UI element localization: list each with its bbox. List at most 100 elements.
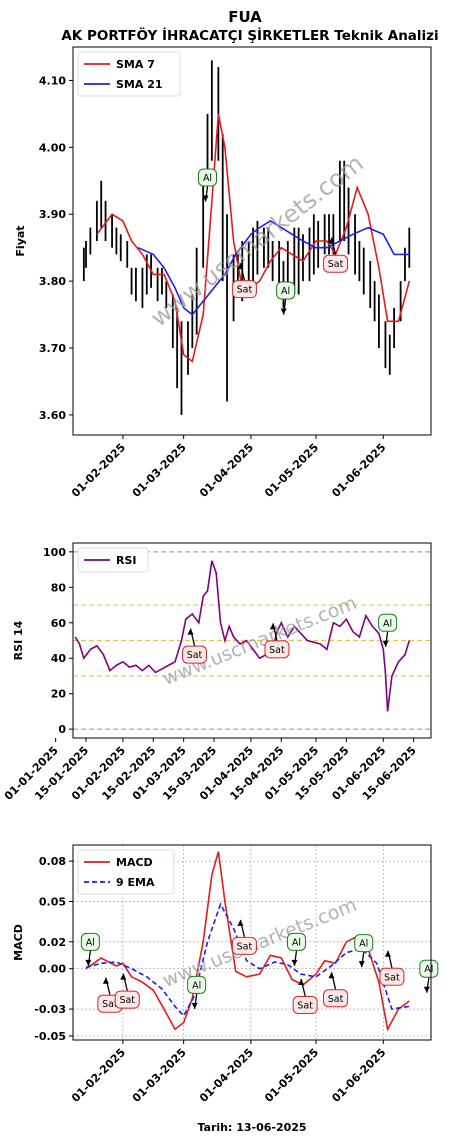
sell-signal-badge (231, 936, 257, 955)
buy-signal-badge (286, 932, 306, 951)
signal-label: Al (383, 618, 392, 629)
signal-arrowhead (191, 1002, 198, 1009)
signal-arrowhead (382, 640, 389, 647)
signal-label: Sat (237, 941, 253, 952)
legend-frame (77, 547, 149, 573)
signal-label: Sat (269, 645, 285, 656)
sell-signal-badge (323, 254, 349, 273)
buy-signal-badge (198, 168, 218, 187)
sell-signal-badge (323, 989, 349, 1008)
signal-label: Sat (237, 285, 253, 296)
x-tick-label: 01-02-2025 (69, 1046, 128, 1105)
signal-label: Sat (102, 999, 118, 1010)
macd-axes-frame (72, 844, 432, 1041)
x-tick-label: 01-05-2025 (262, 1046, 321, 1105)
signal-arrowhead (269, 623, 276, 630)
series-line-rsi (74, 560, 411, 712)
signal-label: Al (192, 980, 201, 991)
signal-arrowhead (328, 972, 335, 979)
y-tick-label: -0.03 (34, 1003, 66, 1016)
y-tick-label: 80 (51, 581, 67, 594)
sell-signal-badge (231, 280, 257, 299)
y-tick-label: 40 (51, 652, 67, 665)
signal-arrowhead (423, 986, 430, 993)
signal-arrowhead (328, 237, 335, 244)
y-tick-label: 60 (51, 617, 67, 630)
y-tick-label: 3.70 (39, 342, 66, 355)
signal-label: Sat (328, 259, 344, 270)
x-tick-label: 15-06-2025 (360, 744, 419, 803)
y-tick-label: 0.02 (39, 936, 66, 949)
signal-arrowhead (291, 959, 298, 966)
sell-signal-badge (292, 996, 318, 1015)
x-tick-label: 01-03-2025 (130, 441, 189, 500)
x-tick-label: 01-04-2025 (197, 441, 256, 500)
y-tick-label: 4.10 (39, 74, 66, 87)
date-label: Tarih: 13-06-2025 (197, 1121, 306, 1134)
y-tick-label: 3.80 (39, 275, 66, 288)
legend-frame (77, 51, 181, 97)
legend-entry: 9 EMA (116, 876, 155, 889)
y-tick-label: 0.05 (39, 895, 66, 908)
y-tick-label: 3.90 (39, 208, 66, 221)
x-tick-label: 01-03-2025 (130, 1046, 189, 1105)
legend-entry: MACD (116, 856, 153, 869)
ticker-title: FUA (228, 8, 262, 26)
x-tick-label: 01-02-2025 (69, 441, 128, 500)
signal-label: Sat (119, 995, 135, 1006)
legend-entry: RSI (116, 554, 137, 567)
sell-signal-badge (264, 640, 290, 659)
y-tick-label: 0.08 (39, 855, 66, 868)
buy-signal-badge (378, 613, 398, 632)
signal-label: Sat (384, 972, 400, 983)
signal-label: Al (281, 286, 290, 297)
signal-arrowhead (384, 950, 391, 957)
signal-label: Al (86, 937, 95, 948)
x-tick-label: 01-05-2025 (262, 441, 321, 500)
signal-label: Al (292, 937, 301, 948)
signal-arrowhead (202, 195, 209, 202)
signal-label: Al (359, 939, 368, 950)
y-tick-label: 0 (58, 723, 66, 736)
legend-frame (77, 849, 175, 895)
y-tick-label: 3.60 (39, 409, 66, 422)
signal-arrowhead (120, 973, 127, 980)
signal-label: Al (203, 173, 212, 184)
x-tick-label: 01-06-2025 (329, 1046, 388, 1105)
buy-signal-badge (276, 281, 296, 300)
legend: RSI (77, 547, 149, 573)
x-tick-label: 01-04-2025 (197, 1046, 256, 1105)
signal-label: Al (424, 964, 433, 975)
y-axis-label: RSI 14 (12, 620, 25, 660)
legend: SMA 7 SMA 21 (77, 51, 181, 97)
chart-title: AK PORTFÖY İHRACATÇI ŞİRKETLER Teknik An… (61, 26, 438, 44)
legend: MACD 9 EMA (77, 849, 175, 895)
signal-label: Sat (328, 994, 344, 1005)
signal-arrowhead (85, 959, 92, 966)
buy-signal-badge (354, 934, 374, 953)
x-tick-label: 01-06-2025 (329, 441, 388, 500)
rsi-axes-frame (72, 542, 432, 739)
y-tick-label: 100 (43, 546, 66, 559)
signal-arrowhead (280, 308, 287, 315)
signal-arrowhead (187, 628, 194, 635)
signal-label: Sat (187, 650, 203, 661)
signal-arrowhead (298, 979, 305, 986)
signal-arrowhead (237, 263, 244, 270)
signal-arrowhead (102, 977, 109, 984)
legend-entry: SMA 7 (116, 58, 155, 71)
signal-label: Sat (297, 1001, 313, 1012)
price-axes-frame (72, 46, 432, 436)
y-tick-label: 0.00 (39, 963, 66, 976)
buy-signal-badge (80, 932, 100, 951)
y-axis-label: Fiyat (14, 225, 27, 256)
y-tick-label: 4.00 (39, 141, 66, 154)
watermark: www.uscmarkets.com (145, 149, 369, 332)
legend-entry: SMA 21 (116, 78, 163, 91)
buy-signal-badge (419, 959, 439, 978)
buy-signal-badge (187, 975, 207, 994)
y-axis-label: MACD (12, 924, 25, 961)
